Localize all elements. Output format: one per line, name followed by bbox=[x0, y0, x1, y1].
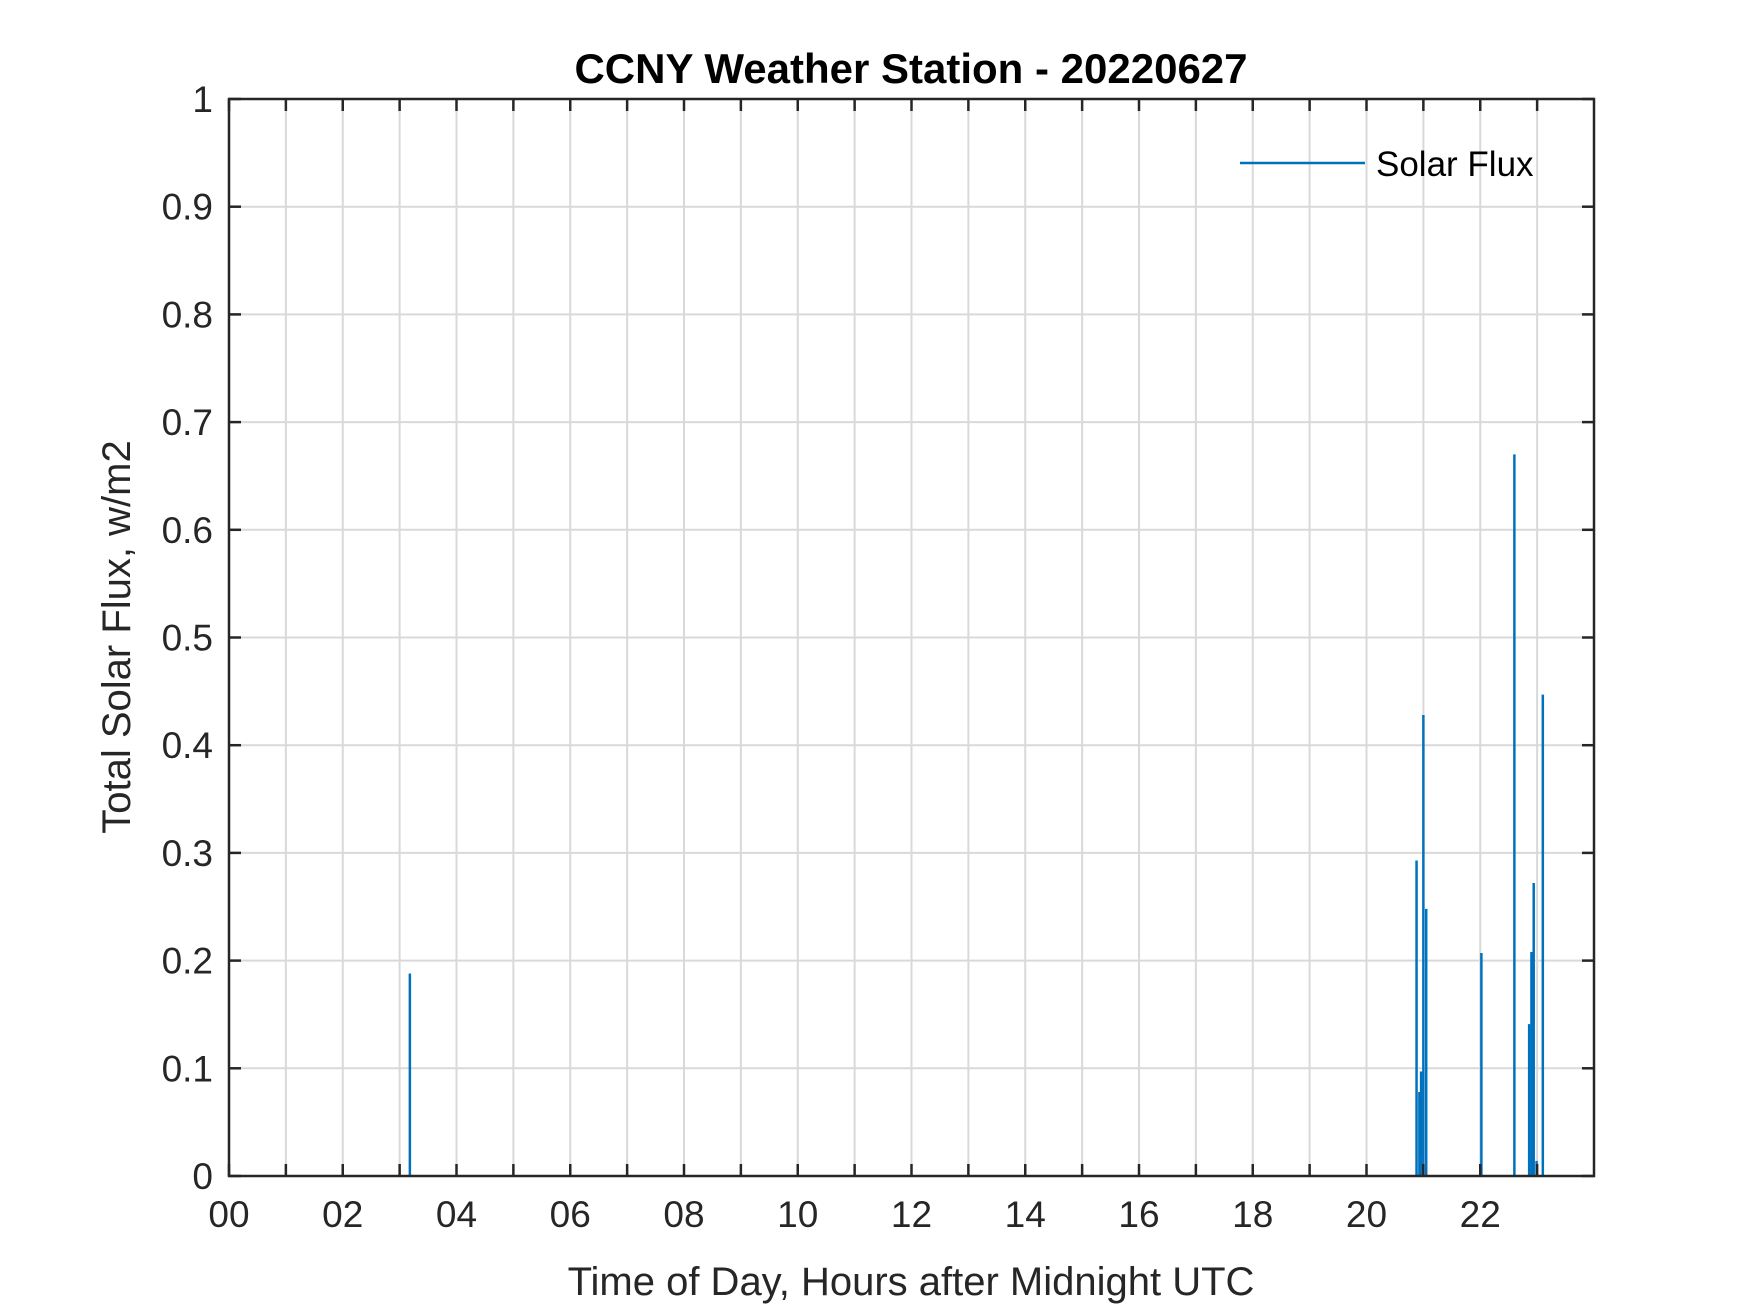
y-tick-label: 0.4 bbox=[162, 725, 213, 766]
plot-area bbox=[408, 454, 1545, 1176]
x-tick-label: 20 bbox=[1346, 1194, 1387, 1235]
axis-ticks bbox=[227, 97, 1594, 1178]
x-tick-label: 22 bbox=[1460, 1194, 1501, 1235]
y-tick-label: 0.2 bbox=[162, 941, 213, 982]
y-tick-label: 1 bbox=[192, 79, 213, 120]
legend-label-solar-flux: Solar Flux bbox=[1376, 145, 1534, 184]
y-tick-label: 0 bbox=[192, 1156, 213, 1197]
y-tick-label: 0.8 bbox=[162, 294, 213, 335]
x-tick-label: 12 bbox=[891, 1194, 932, 1235]
chart-title: CCNY Weather Station - 20220627 bbox=[574, 45, 1247, 92]
y-tick-label: 0.7 bbox=[162, 402, 213, 443]
legend: Solar Flux bbox=[1240, 145, 1534, 184]
x-tick-label: 18 bbox=[1232, 1194, 1273, 1235]
x-tick-label: 10 bbox=[777, 1194, 818, 1235]
y-tick-label: 0.5 bbox=[162, 618, 213, 659]
y-tick-label: 0.1 bbox=[162, 1048, 213, 1089]
x-tick-label: 02 bbox=[322, 1194, 363, 1235]
x-tick-label: 14 bbox=[1005, 1194, 1046, 1235]
x-tick-label: 16 bbox=[1118, 1194, 1159, 1235]
x-tick-label: 00 bbox=[208, 1194, 249, 1235]
tick-labels: 00 02 04 06 08 10 12 14 16 18 20 22 0 0.1 0.2 0.3 0.4 0.5… bbox=[162, 79, 1501, 1235]
y-tick-label: 0.9 bbox=[162, 187, 213, 228]
x-tick-label: 04 bbox=[436, 1194, 477, 1235]
y-tick-label: 0.6 bbox=[162, 510, 213, 551]
y-tick-label: 0.3 bbox=[162, 833, 213, 874]
x-axis-label: Time of Day, Hours after Midnight UTC bbox=[568, 1260, 1255, 1304]
x-tick-label: 08 bbox=[663, 1194, 704, 1235]
y-axis-label: Total Solar Flux, w/m2 bbox=[95, 440, 139, 833]
x-tick-label: 06 bbox=[550, 1194, 591, 1235]
